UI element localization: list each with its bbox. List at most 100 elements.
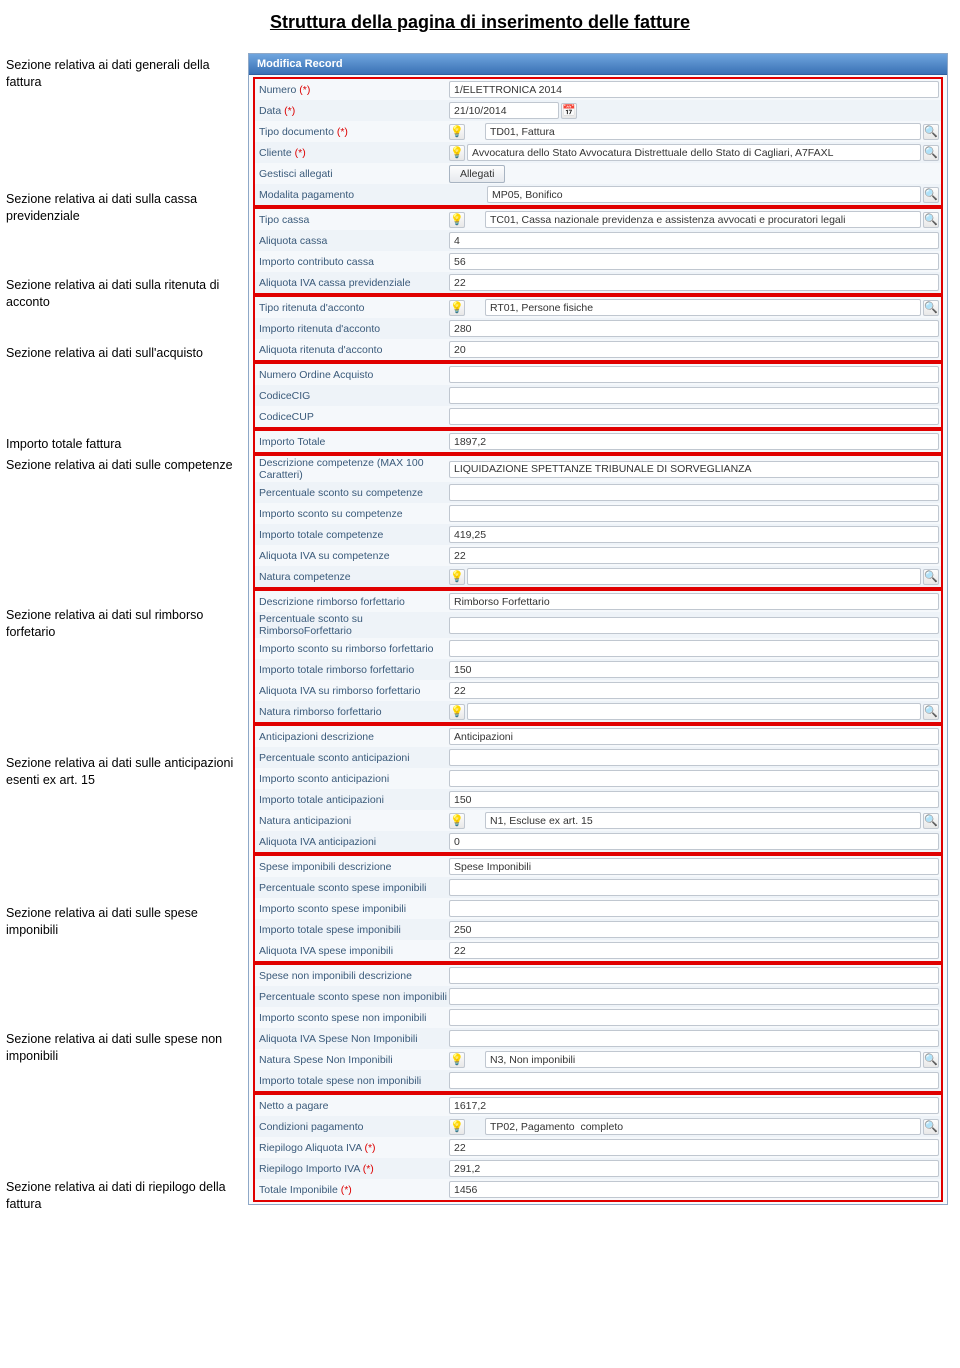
input-aliq-iva-spnimp[interactable] <box>449 1030 939 1047</box>
bulb-icon[interactable]: 💡 <box>449 124 465 140</box>
section-acquisto: Numero Ordine Acquisto CodiceCIG CodiceC… <box>253 362 943 429</box>
allegati-button[interactable]: Allegati <box>449 165 505 183</box>
annotations-column: Sezione relativa ai dati generali della … <box>0 53 248 1205</box>
input-aliq-iva-rimb[interactable] <box>449 682 939 699</box>
input-num-ordine[interactable] <box>449 366 939 383</box>
input-imp-sc-comp[interactable] <box>449 505 939 522</box>
label-modalita-pag: Modalita pagamento <box>257 189 449 201</box>
label-perc-sc-comp: Percentuale sconto su competenze <box>257 487 449 499</box>
input-imp-sc-spimp[interactable] <box>449 900 939 917</box>
input-cig[interactable] <box>449 387 939 404</box>
input-tipo-doc[interactable] <box>485 123 921 140</box>
bulb-icon[interactable]: 💡 <box>449 813 465 829</box>
annotation-10: Sezione relativa ai dati sulle spese non… <box>6 1031 248 1065</box>
input-desc-rimb[interactable] <box>449 593 939 610</box>
input-perc-sc-rimb[interactable] <box>449 617 939 634</box>
input-perc-sc-ant[interactable] <box>449 749 939 766</box>
input-desc-spimp[interactable] <box>449 858 939 875</box>
label-aliq-iva-comp: Aliquota IVA su competenze <box>257 550 449 562</box>
input-desc-spnimp[interactable] <box>449 967 939 984</box>
bulb-icon[interactable]: 💡 <box>449 212 465 228</box>
input-riep-imp[interactable] <box>449 1160 939 1177</box>
input-imp-contrib-cassa[interactable] <box>449 253 939 270</box>
row-aliq-ritenuta: Aliquota ritenuta d'acconto <box>255 339 941 360</box>
search-icon[interactable]: 🔍 <box>923 124 939 140</box>
input-aliq-iva-ant[interactable] <box>449 833 939 850</box>
input-imp-sc-ant[interactable] <box>449 770 939 787</box>
label-imp-sc-spnimp: Importo sconto spese non imponibili <box>257 1012 449 1024</box>
input-modalita-pag[interactable] <box>487 186 921 203</box>
bulb-icon[interactable]: 💡 <box>449 1119 465 1135</box>
search-icon[interactable]: 🔍 <box>923 212 939 228</box>
window: Modifica Record Numero (*) Data (*) 📅 Ti… <box>248 53 948 1205</box>
input-tot-imponibile[interactable] <box>449 1181 939 1198</box>
bulb-icon[interactable]: 💡 <box>449 1052 465 1068</box>
annotation-9: Sezione relativa ai dati sulle spese imp… <box>6 905 248 939</box>
input-data[interactable] <box>449 102 559 119</box>
main-container: Sezione relativa ai dati generali della … <box>0 53 960 1205</box>
search-icon[interactable]: 🔍 <box>923 1052 939 1068</box>
label-num-ordine: Numero Ordine Acquisto <box>257 369 449 381</box>
input-imp-tot-rimb[interactable] <box>449 661 939 678</box>
label-imp-sc-rimb: Importo sconto su rimborso forfettario <box>257 643 449 655</box>
input-perc-sc-spimp[interactable] <box>449 879 939 896</box>
input-cup[interactable] <box>449 408 939 425</box>
input-importo-tot[interactable] <box>449 433 939 450</box>
input-imp-tot-comp[interactable] <box>449 526 939 543</box>
label-aliq-iva-cassa: Aliquota IVA cassa previdenziale <box>257 277 449 289</box>
input-tipo-cassa[interactable] <box>485 211 921 228</box>
input-netto[interactable] <box>449 1097 939 1114</box>
label-allegati: Gestisci allegati <box>257 168 449 180</box>
row-aliq-iva-cassa: Aliquota IVA cassa previdenziale <box>255 272 941 293</box>
input-aliq-iva-comp[interactable] <box>449 547 939 564</box>
input-aliq-iva-cassa[interactable] <box>449 274 939 291</box>
input-numero[interactable] <box>449 81 939 98</box>
row-cup: CodiceCUP <box>255 406 941 427</box>
search-icon[interactable]: 🔍 <box>923 300 939 316</box>
input-perc-sc-comp[interactable] <box>449 484 939 501</box>
input-tipo-ritenuta[interactable] <box>485 299 921 316</box>
annotation-5: Importo totale fattura <box>6 436 129 453</box>
input-cond-pag[interactable] <box>485 1118 921 1135</box>
label-numero: Numero (*) <box>257 84 449 96</box>
input-imp-tot-spimp[interactable] <box>449 921 939 938</box>
bulb-icon[interactable]: 💡 <box>449 145 465 161</box>
input-aliq-ritenuta[interactable] <box>449 341 939 358</box>
row-desc-spnimp: Spese non imponibili descrizione <box>255 965 941 986</box>
input-desc-comp[interactable] <box>449 461 939 478</box>
input-aliq-cassa[interactable] <box>449 232 939 249</box>
input-imp-tot-ant[interactable] <box>449 791 939 808</box>
input-riep-aliq[interactable] <box>449 1139 939 1156</box>
label-natura-comp: Natura competenze <box>257 571 449 583</box>
input-imp-sc-spnimp[interactable] <box>449 1009 939 1026</box>
search-icon[interactable]: 🔍 <box>923 704 939 720</box>
input-imp-sc-rimb[interactable] <box>449 640 939 657</box>
input-imp-ritenuta[interactable] <box>449 320 939 337</box>
row-perc-sc-spnimp: Percentuale sconto spese non imponibili <box>255 986 941 1007</box>
annotation-3: Sezione relativa ai dati sulla ritenuta … <box>6 277 248 311</box>
input-natura-comp[interactable] <box>467 568 921 585</box>
calendar-icon[interactable]: 📅 <box>561 103 577 119</box>
search-icon[interactable]: 🔍 <box>923 145 939 161</box>
input-natura-ant[interactable] <box>485 812 921 829</box>
input-imp-tot-spnimp[interactable] <box>449 1072 939 1089</box>
bulb-icon[interactable]: 💡 <box>449 300 465 316</box>
input-cliente[interactable] <box>467 144 921 161</box>
row-riep-aliq: Riepilogo Aliquota IVA (*) <box>255 1137 941 1158</box>
search-icon[interactable]: 🔍 <box>923 1119 939 1135</box>
row-perc-sc-spimp: Percentuale sconto spese imponibili <box>255 877 941 898</box>
row-importo-tot: Importo Totale <box>255 431 941 452</box>
row-tipo-cassa: Tipo cassa 💡🔍 <box>255 209 941 230</box>
label-tot-imponibile: Totale Imponibile (*) <box>257 1184 449 1196</box>
input-desc-ant[interactable] <box>449 728 939 745</box>
input-aliq-iva-spimp[interactable] <box>449 942 939 959</box>
search-icon[interactable]: 🔍 <box>923 569 939 585</box>
input-natura-spnimp[interactable] <box>485 1051 921 1068</box>
bulb-icon[interactable]: 💡 <box>449 569 465 585</box>
bulb-icon[interactable]: 💡 <box>449 704 465 720</box>
input-natura-rimb[interactable] <box>467 703 921 720</box>
search-icon[interactable]: 🔍 <box>923 187 939 203</box>
search-icon[interactable]: 🔍 <box>923 813 939 829</box>
input-perc-sc-spnimp[interactable] <box>449 988 939 1005</box>
section-anticipazioni: Anticipazioni descrizione Percentuale sc… <box>253 724 943 854</box>
